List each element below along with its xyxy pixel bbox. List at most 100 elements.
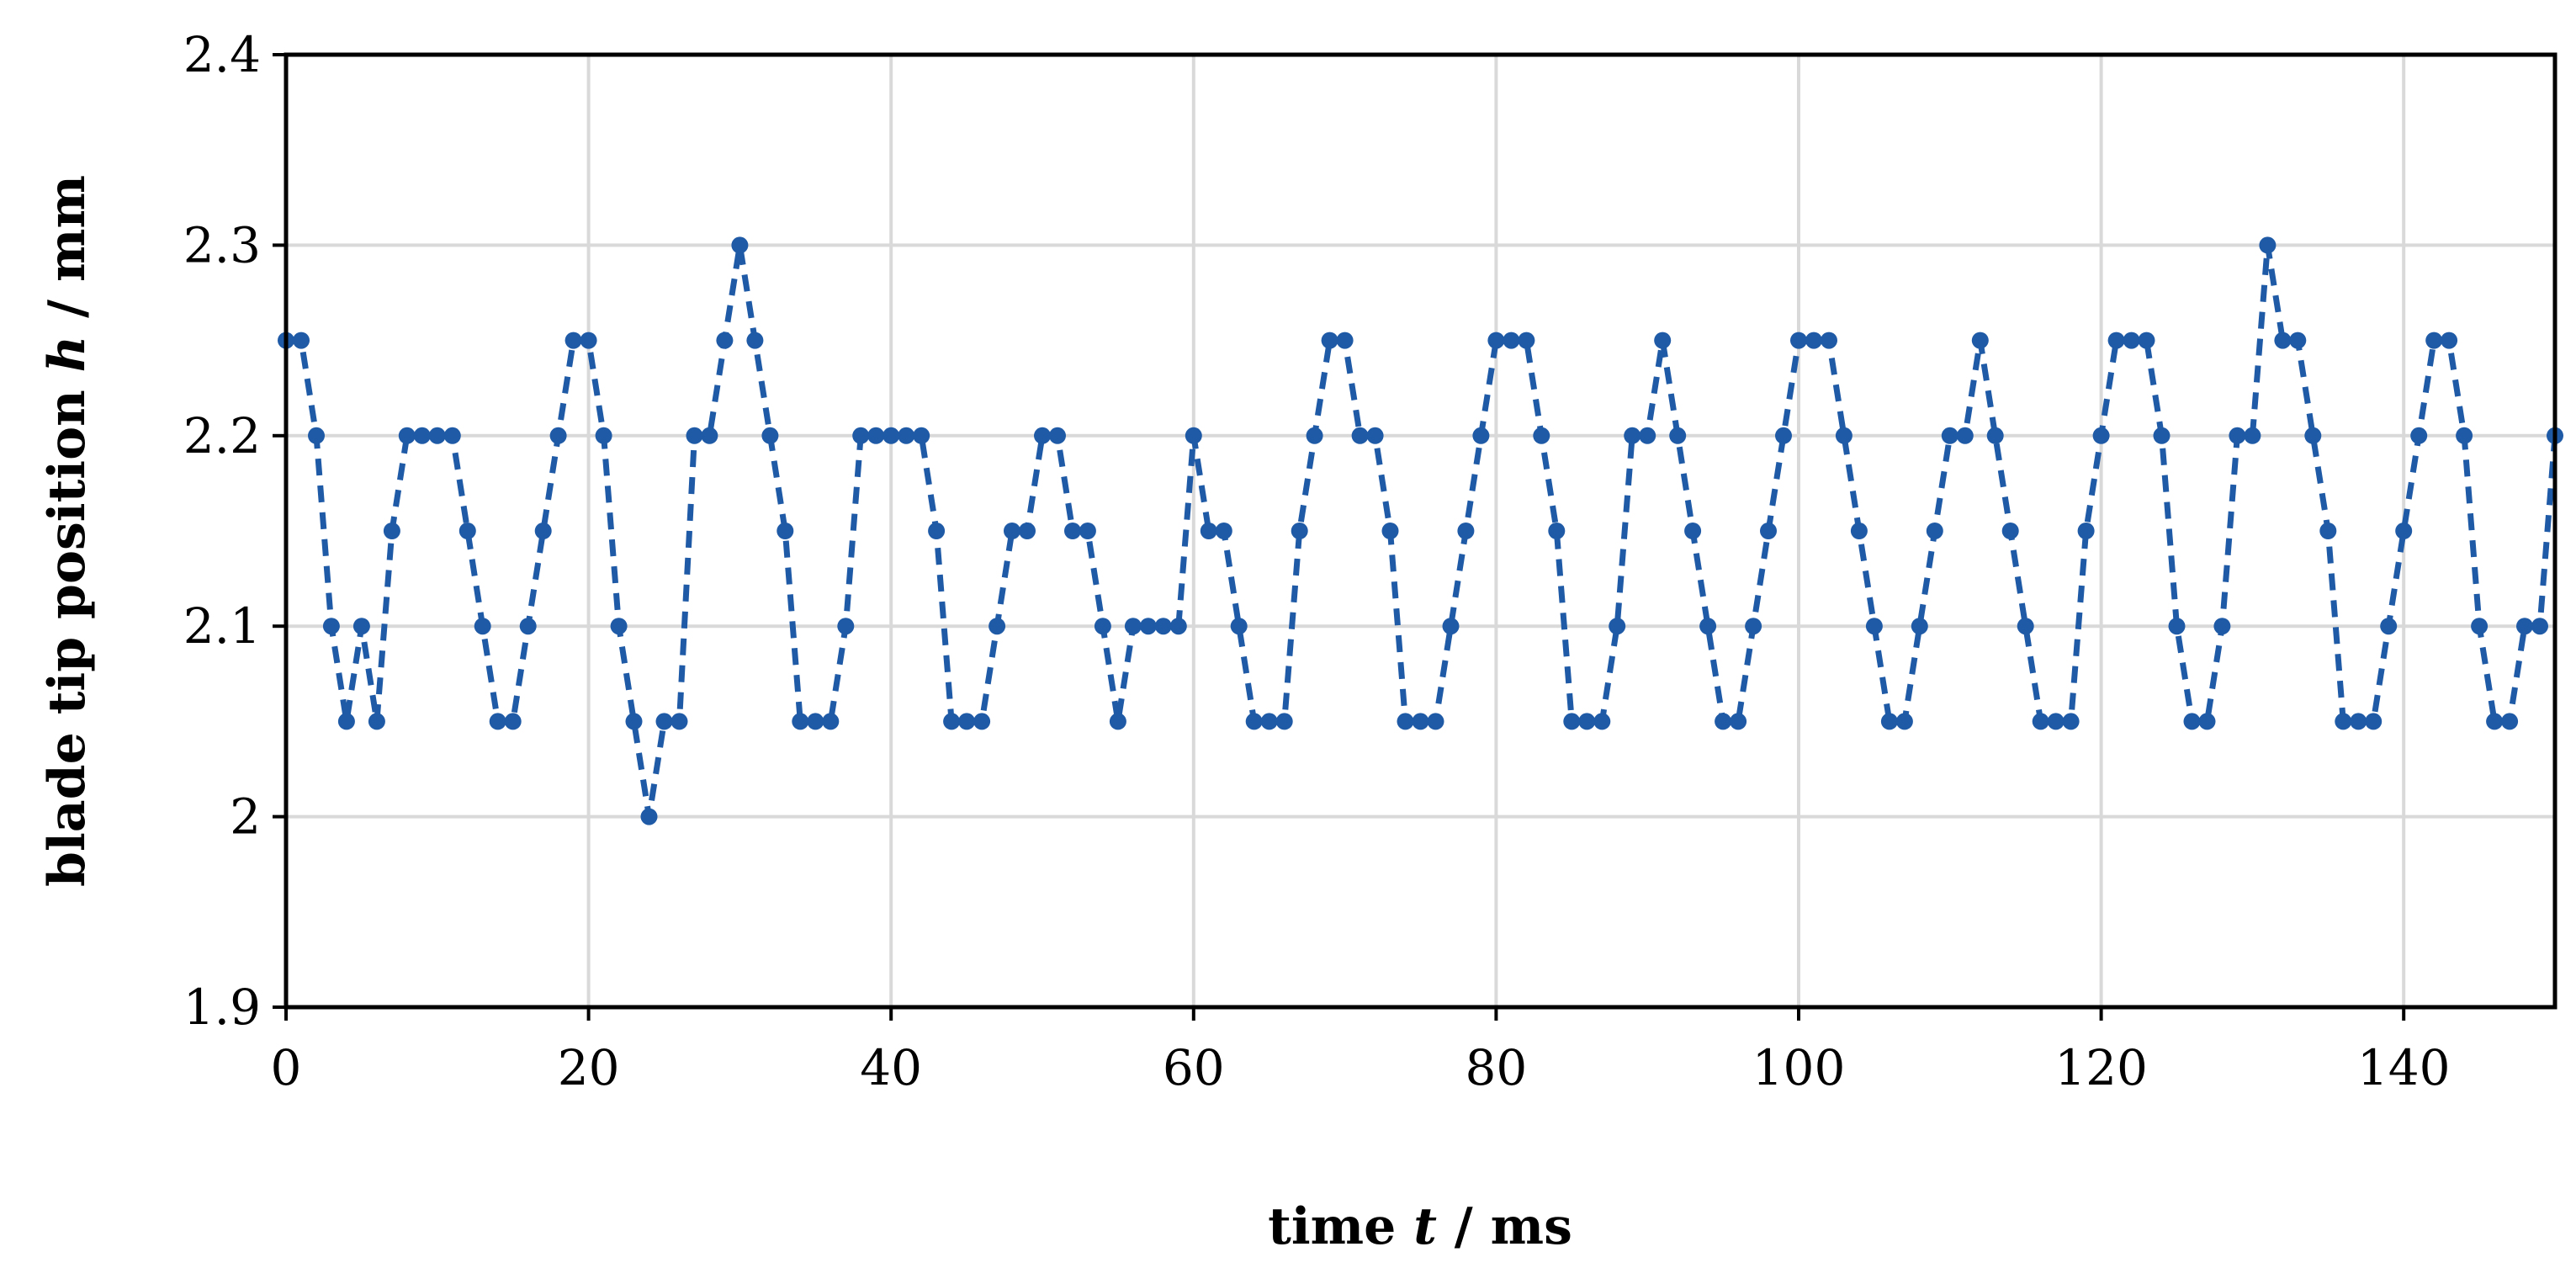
data-point bbox=[504, 713, 522, 730]
data-point bbox=[549, 427, 567, 444]
data-point bbox=[2350, 713, 2367, 730]
y-tick-label: 2.1 bbox=[183, 597, 261, 655]
data-point bbox=[1412, 713, 1429, 730]
data-point bbox=[1609, 618, 1626, 635]
data-point bbox=[519, 618, 537, 635]
data-point bbox=[958, 713, 976, 730]
series-layer bbox=[278, 236, 2563, 825]
data-point bbox=[474, 618, 491, 635]
data-point bbox=[1684, 523, 1702, 539]
data-point bbox=[1245, 713, 1263, 730]
data-point bbox=[489, 713, 506, 730]
data-point bbox=[1049, 427, 1066, 444]
data-point bbox=[1775, 427, 1792, 444]
data-point bbox=[807, 713, 824, 730]
data-point bbox=[1094, 618, 1111, 635]
data-point bbox=[1880, 713, 1898, 730]
data-point bbox=[1624, 427, 1641, 444]
data-point bbox=[1654, 332, 1672, 349]
data-point bbox=[777, 523, 794, 539]
data-point bbox=[822, 713, 840, 730]
data-point bbox=[1215, 523, 1232, 539]
data-point bbox=[1835, 427, 1852, 444]
data-point bbox=[1790, 332, 1807, 349]
x-axis-title-suffix: / ms bbox=[1437, 1197, 1572, 1256]
y-axis-title: blade tip position h / mm bbox=[38, 175, 97, 887]
data-point bbox=[1518, 332, 1535, 349]
x-tick-label: 40 bbox=[860, 1039, 922, 1096]
data-point bbox=[837, 618, 855, 635]
data-point bbox=[1457, 523, 1475, 539]
data-point bbox=[1442, 618, 1460, 635]
data-point bbox=[1185, 427, 1202, 444]
data-point bbox=[2168, 618, 2186, 635]
data-point bbox=[2138, 332, 2155, 349]
data-point bbox=[1911, 618, 1928, 635]
data-point bbox=[701, 427, 718, 444]
data-point bbox=[1487, 332, 1505, 349]
data-point bbox=[2259, 236, 2277, 254]
data-point bbox=[671, 713, 688, 730]
data-point bbox=[1941, 427, 1959, 444]
x-tick-label: 0 bbox=[271, 1039, 302, 1096]
x-tick-label: 20 bbox=[558, 1039, 620, 1096]
data-point bbox=[1986, 427, 2004, 444]
data-point bbox=[2017, 618, 2034, 635]
data-point bbox=[1639, 427, 1656, 444]
data-point bbox=[761, 427, 779, 444]
data-point bbox=[2304, 427, 2322, 444]
data-point bbox=[595, 427, 612, 444]
data-point bbox=[413, 427, 431, 444]
tick-layer: 0 20 40 60 80 100 120 140 1.9 2 2.1 2.2 2.3 2.4 bbox=[183, 26, 2451, 1096]
data-point bbox=[2123, 332, 2140, 349]
data-point bbox=[2501, 713, 2519, 730]
data-point bbox=[580, 332, 597, 349]
data-point bbox=[1745, 618, 1762, 635]
data-point bbox=[2001, 523, 2019, 539]
data-point bbox=[1366, 427, 1384, 444]
data-point bbox=[534, 523, 552, 539]
data-point bbox=[655, 713, 673, 730]
data-point bbox=[989, 618, 1006, 635]
data-point bbox=[398, 427, 416, 444]
data-point bbox=[852, 427, 870, 444]
data-point bbox=[1019, 523, 1036, 539]
data-point bbox=[1805, 332, 1822, 349]
data-point bbox=[2183, 713, 2201, 730]
data-point bbox=[640, 808, 658, 825]
data-point bbox=[2456, 427, 2473, 444]
data-point bbox=[1715, 713, 1732, 730]
data-point bbox=[1321, 332, 1338, 349]
data-point bbox=[2244, 427, 2261, 444]
data-point bbox=[2213, 618, 2231, 635]
data-point bbox=[1821, 332, 1837, 349]
data-point bbox=[1533, 427, 1550, 444]
data-point bbox=[2062, 713, 2080, 730]
data-point bbox=[2107, 332, 2125, 349]
data-point bbox=[1699, 618, 1717, 635]
data-point bbox=[2516, 618, 2533, 635]
y-tick-label: 2 bbox=[230, 788, 261, 846]
data-point bbox=[1578, 713, 1596, 730]
data-point bbox=[2319, 523, 2337, 539]
data-point bbox=[1124, 618, 1142, 635]
data-point bbox=[1275, 713, 1293, 730]
data-point bbox=[2425, 332, 2443, 349]
data-point bbox=[2380, 618, 2398, 635]
data-point bbox=[1850, 523, 1868, 539]
data-point bbox=[1004, 523, 1020, 539]
data-point bbox=[458, 523, 476, 539]
data-point bbox=[2047, 713, 2065, 730]
data-point bbox=[368, 713, 385, 730]
x-tick-label: 60 bbox=[1163, 1039, 1225, 1096]
data-point bbox=[2365, 713, 2383, 730]
y-tick-label: 2.3 bbox=[183, 216, 261, 273]
data-point bbox=[1593, 713, 1611, 730]
data-point bbox=[898, 427, 915, 444]
plot-frame bbox=[284, 52, 2557, 1010]
data-point bbox=[2335, 713, 2352, 730]
data-point bbox=[2077, 523, 2095, 539]
y-axis-title-prefix: blade tip position bbox=[38, 372, 97, 887]
data-point bbox=[1034, 427, 1051, 444]
